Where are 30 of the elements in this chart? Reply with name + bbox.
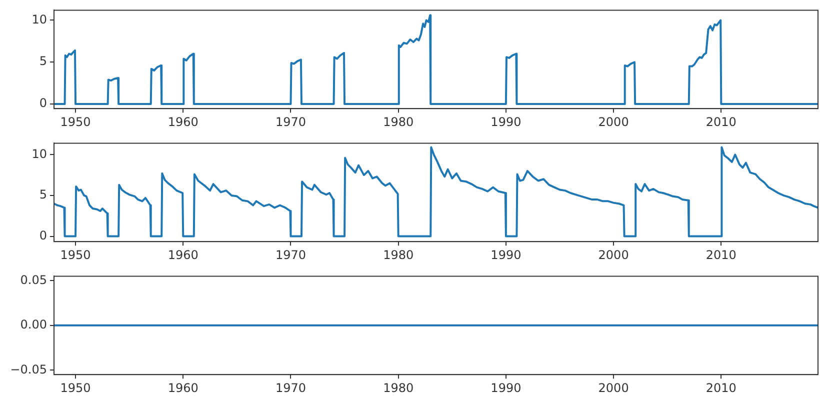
x-tick-label: 2010 <box>706 248 736 262</box>
y-tick-label: 10 <box>32 12 47 26</box>
x-tick-label: 1990 <box>490 380 522 395</box>
y-tick-label: −0.05 <box>10 362 47 376</box>
y-tick-label: 5 <box>39 54 47 68</box>
x-tick-label: 1950 <box>60 380 91 395</box>
x-tick-label: 1960 <box>168 380 198 395</box>
x-tick-label: 2010 <box>706 380 736 395</box>
y-tick-label: 0 <box>39 228 47 242</box>
x-tick-label: 1960 <box>168 114 198 129</box>
x-tick-label: 1970 <box>275 114 306 129</box>
y-tick-label: 0.00 <box>20 318 47 332</box>
x-tick-label: 1980 <box>383 114 414 129</box>
y-tick-label: 0 <box>39 96 47 110</box>
x-tick-label: 2010 <box>706 114 736 129</box>
x-tick-label: 2000 <box>598 248 629 262</box>
x-tick-label: 1960 <box>168 248 198 262</box>
y-tick-label: 5 <box>39 188 47 202</box>
x-tick-label: 1950 <box>60 114 91 129</box>
y-tick-label: 10 <box>32 146 47 161</box>
x-tick-label: 1980 <box>383 248 414 262</box>
x-tick-label: 1970 <box>275 380 306 395</box>
x-tick-label: 1970 <box>275 248 306 262</box>
x-tick-label: 1950 <box>60 248 91 262</box>
y-tick-label: 0.05 <box>20 272 47 287</box>
x-tick-label: 2000 <box>598 380 629 395</box>
x-tick-label: 1990 <box>490 248 522 262</box>
x-tick-label: 2000 <box>598 114 629 129</box>
x-tick-label: 1980 <box>383 380 414 395</box>
x-tick-label: 1990 <box>490 114 522 129</box>
